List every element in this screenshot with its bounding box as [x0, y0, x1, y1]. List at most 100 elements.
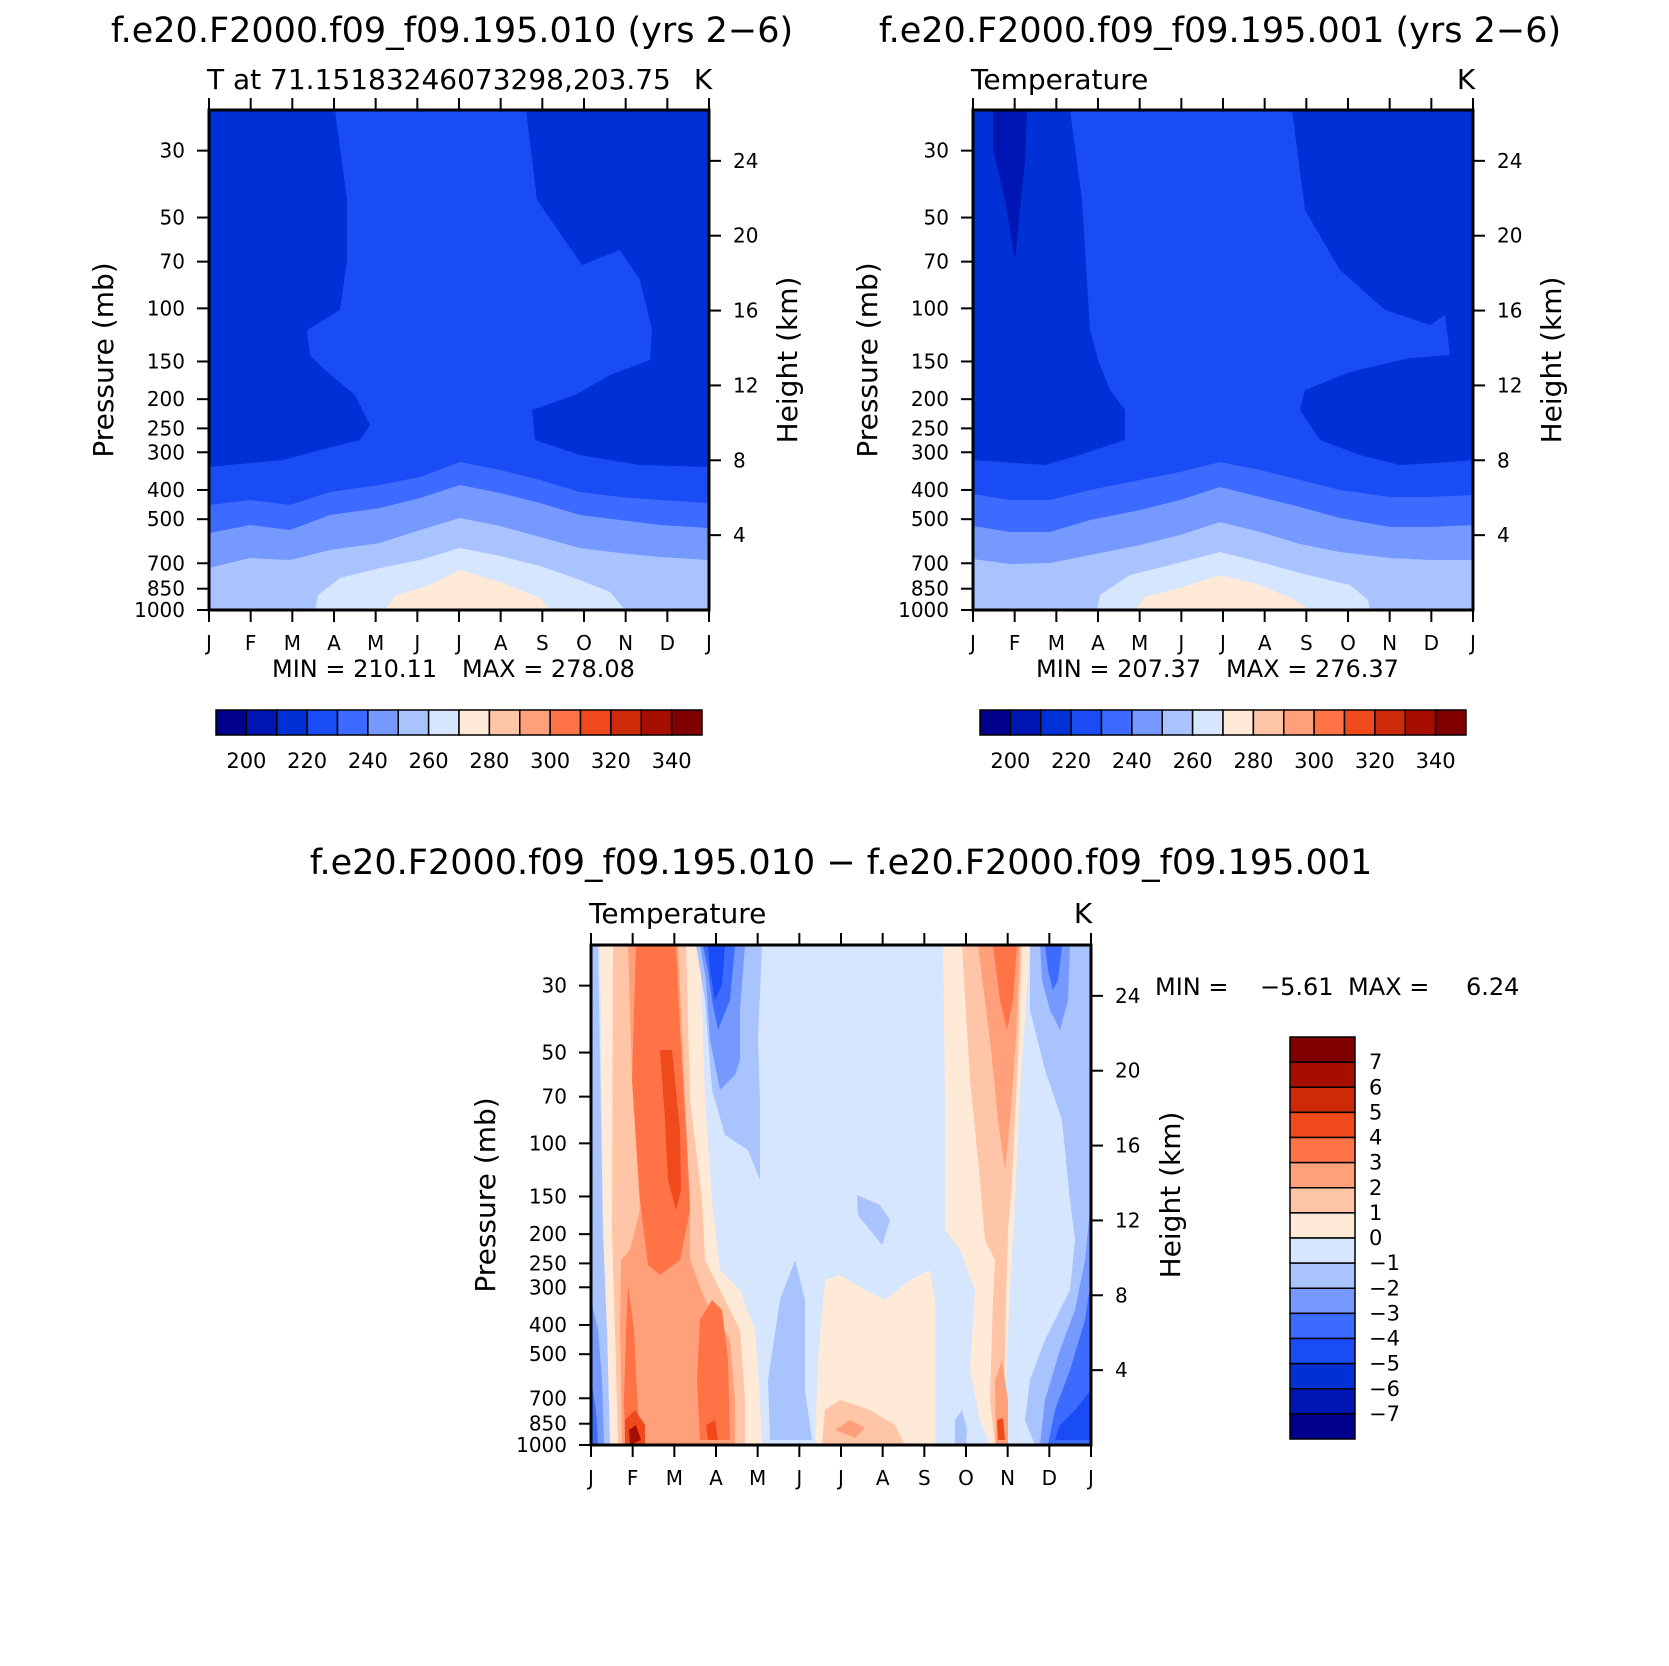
colorbar-label: 340: [652, 749, 692, 773]
panel-c-units: K: [1074, 897, 1093, 930]
y-tick-right-label: 4: [733, 523, 746, 547]
colorbar-swatch: [1289, 1212, 1356, 1239]
x-tick-label: S: [536, 631, 549, 655]
colorbar-label: 0: [1369, 1226, 1382, 1250]
x-tick-label: N: [1000, 1466, 1015, 1490]
colorbar-swatch: [1374, 709, 1406, 736]
y-tick-label: 70: [924, 250, 949, 274]
y-tick-label: 30: [160, 139, 185, 163]
colorbar-swatch: [1070, 709, 1103, 736]
panel-b-band-210: [993, 110, 1027, 260]
y-tick-right-label: 20: [1497, 224, 1522, 248]
colorbar-swatch: [215, 709, 248, 736]
colorbar-label: 320: [591, 749, 631, 773]
y-tick-label: 500: [911, 507, 949, 531]
y-tick-label: 850: [529, 1412, 567, 1436]
x-tick-label: J: [1468, 631, 1476, 655]
panel-a-band-280: [385, 570, 550, 610]
panel-c-max-value: 6.24: [1466, 973, 1519, 1001]
panel-c-subtitle: Temperature: [588, 897, 766, 930]
y-tick-right-label: 12: [733, 373, 758, 397]
panel-a-colorbar: 200 220 240 260 280 300 320 340: [215, 709, 703, 773]
x-tick-label: F: [245, 631, 257, 655]
panel-a-subtitle: T at 71.15183246073298,203.75: [206, 63, 671, 96]
panel-a-band-220-left: [209, 110, 370, 467]
colorbar-swatch: [1289, 1362, 1356, 1390]
panel-c-warm-band5c: [706, 1420, 718, 1440]
colorbar-swatch: [1289, 1287, 1356, 1315]
colorbar-swatch: [1289, 1036, 1356, 1063]
panel-c-cold-may: [768, 1260, 812, 1440]
panel-a-units: K: [694, 63, 713, 96]
colorbar-label: 220: [287, 749, 327, 773]
y-tick-label: 400: [147, 478, 185, 502]
y-tick-label: 50: [542, 1041, 567, 1065]
x-tick-label: J: [412, 631, 420, 655]
colorbar-label: −2: [1369, 1276, 1400, 1300]
y-tick-label: 70: [160, 250, 185, 274]
colorbar-swatch: [610, 709, 642, 736]
colorbar-label: −1: [1369, 1251, 1400, 1275]
colorbar-swatch: [1161, 709, 1194, 736]
panel-b-ylabel-right: Height (km): [1535, 277, 1568, 444]
panel-c-ylabel: Pressure (mb): [469, 1097, 502, 1292]
panel-c-warm-jja3: [835, 1420, 865, 1438]
colorbar-swatch: [1289, 1187, 1356, 1214]
panel-c-min-value: −5.61: [1260, 973, 1334, 1001]
y-tick-label: 150: [147, 349, 185, 373]
colorbar-swatch: [670, 709, 703, 736]
colorbar-swatch: [549, 709, 582, 736]
colorbar-label: 260: [1173, 749, 1213, 773]
colorbar-swatch: [458, 709, 491, 736]
colorbar-label: 280: [1233, 749, 1273, 773]
colorbar-swatch: [1289, 1136, 1356, 1164]
colorbar-label: −7: [1369, 1402, 1400, 1426]
colorbar-swatch: [579, 709, 612, 736]
colorbar-label: −6: [1369, 1377, 1400, 1401]
x-tick-label: J: [204, 631, 212, 655]
y-tick-label: 100: [529, 1131, 567, 1155]
panel-c-left-neg1: [591, 945, 615, 1445]
panel-c-cold-oct: [955, 1410, 967, 1445]
x-tick-label: M: [749, 1466, 766, 1490]
y-tick-label: 1000: [134, 598, 185, 622]
y-tick-label: 850: [911, 577, 949, 601]
x-tick-label: D: [660, 631, 675, 655]
colorbar-swatch: [1289, 1388, 1356, 1415]
panel-b-ylabel: Pressure (mb): [851, 262, 884, 457]
colorbar-label: 4: [1369, 1126, 1382, 1150]
y-tick-label: 250: [529, 1251, 567, 1275]
colorbar-swatch: [1283, 709, 1315, 736]
panel-a-contour-fill: [209, 110, 709, 610]
panel-c-cold-dec6: [1055, 1390, 1091, 1440]
x-tick-label: D: [1042, 1466, 1057, 1490]
x-tick-label: M: [1048, 631, 1065, 655]
panel-c-ylabel-right: Height (km): [1154, 1112, 1187, 1279]
panel-a-ylabel-right: Height (km): [771, 277, 804, 444]
x-tick-label: J: [794, 1466, 802, 1490]
y-tick-right-label: 4: [1497, 523, 1510, 547]
colorbar-swatch: [519, 709, 551, 736]
colorbar-swatch: [1289, 1161, 1356, 1189]
colorbar-swatch: [1222, 709, 1255, 736]
x-tick-label: S: [1300, 631, 1313, 655]
y-tick-label: 200: [529, 1222, 567, 1246]
x-tick-label: F: [1009, 631, 1021, 655]
y-tick-label: 500: [529, 1342, 567, 1366]
x-tick-label: J: [1176, 631, 1184, 655]
x-tick-label: O: [958, 1466, 974, 1490]
y-tick-label: 30: [542, 974, 567, 998]
y-tick-label: 70: [542, 1085, 567, 1109]
panel-c-warm-band4b: [624, 1285, 640, 1445]
colorbar-label: −4: [1369, 1327, 1400, 1351]
colorbar-label: 260: [409, 749, 449, 773]
panel-b-title: f.e20.F2000.f09_f09.195.001 (yrs 2−6): [879, 11, 1561, 51]
panel-a-title: f.e20.F2000.f09_f09.195.010 (yrs 2−6): [111, 11, 793, 51]
colorbar-swatch: [1434, 709, 1467, 736]
y-tick-label: 50: [924, 206, 949, 230]
colorbar-label: 200: [226, 749, 266, 773]
colorbar-label: 1: [1369, 1201, 1382, 1225]
